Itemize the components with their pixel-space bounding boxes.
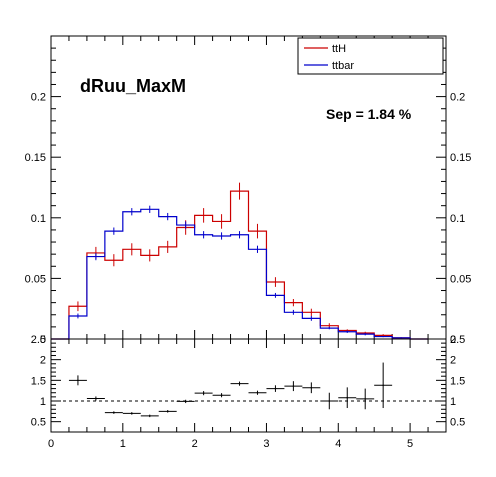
ratio-point [274,387,277,390]
ratio-point [346,396,349,399]
y-tick-label-right: 0.15 [450,152,471,164]
ratio-point [220,394,223,397]
y-tick-label: 0.2 [31,92,46,104]
y-tick-label-right: 0 [450,334,456,346]
ratio-point [292,385,295,387]
x-tick-label: 5 [407,438,413,450]
ratio-y-tick-label-right: 2 [450,355,456,367]
ratio-y-tick-label-right: 2.5 [450,334,465,346]
x-tick-label: 0 [48,438,54,450]
ratio-point [328,400,331,402]
y-tick-label-right: 0.05 [450,273,471,285]
ratio-point [202,392,205,394]
legend-box [297,37,444,75]
series-ttbar-histogram [51,208,429,340]
ratio-point [148,415,151,417]
ratio-point [95,397,97,400]
separation-annotation: Sep = 1.84 % [326,106,412,122]
ratio-point [382,384,384,387]
ratio-point [130,412,133,415]
ratio-y-tick-label: 1 [40,396,46,408]
legend-label-ttH: ttH [332,43,346,55]
ratio-y-tick-label-right: 1.5 [450,375,465,387]
ratio-point [184,400,187,403]
y-tick-label: 0 [40,334,46,346]
ratio-point [364,398,367,400]
ratio-point [113,411,115,414]
ratio-y-tick-label: 2.5 [31,334,46,346]
x-tick-label: 3 [263,438,269,450]
ratio-y-tick-label: 2 [40,355,46,367]
y-tick-label: 0.05 [25,273,46,285]
legend: ttH ttbar [297,37,444,75]
ratio-point [238,382,241,385]
ratio-y-tick-label: 0.5 [31,417,46,429]
ratio-point [310,386,313,389]
y-tick-label: 0.15 [25,152,46,164]
x-tick-label: 2 [192,438,198,450]
ratio-y-tick-label: 1.5 [31,375,46,387]
ratio-point [77,379,79,382]
ratio-y-tick-label-right: 1 [450,396,456,408]
legend-label-ttbar: ttbar [332,60,354,72]
chart-title: dRuu_MaxM [80,76,186,96]
ratio-points-group [68,362,393,418]
series-ttH-histogram [51,190,429,340]
ratio-y-tick-label-right: 0.5 [450,417,465,429]
lower-axes: 0.5 0.51 11.5 1.52 22.5 2.50 1 2 3 4 5 [31,334,466,450]
y-tick-label: 0.1 [31,213,46,225]
upper-series-group [51,182,429,340]
y-tick-label-right: 0.2 [450,92,465,104]
x-tick-label: 4 [335,438,341,450]
x-tick-label: 1 [120,438,126,450]
ratio-point [166,410,169,413]
ratio-point [256,391,259,394]
y-tick-label-right: 0.1 [450,213,465,225]
